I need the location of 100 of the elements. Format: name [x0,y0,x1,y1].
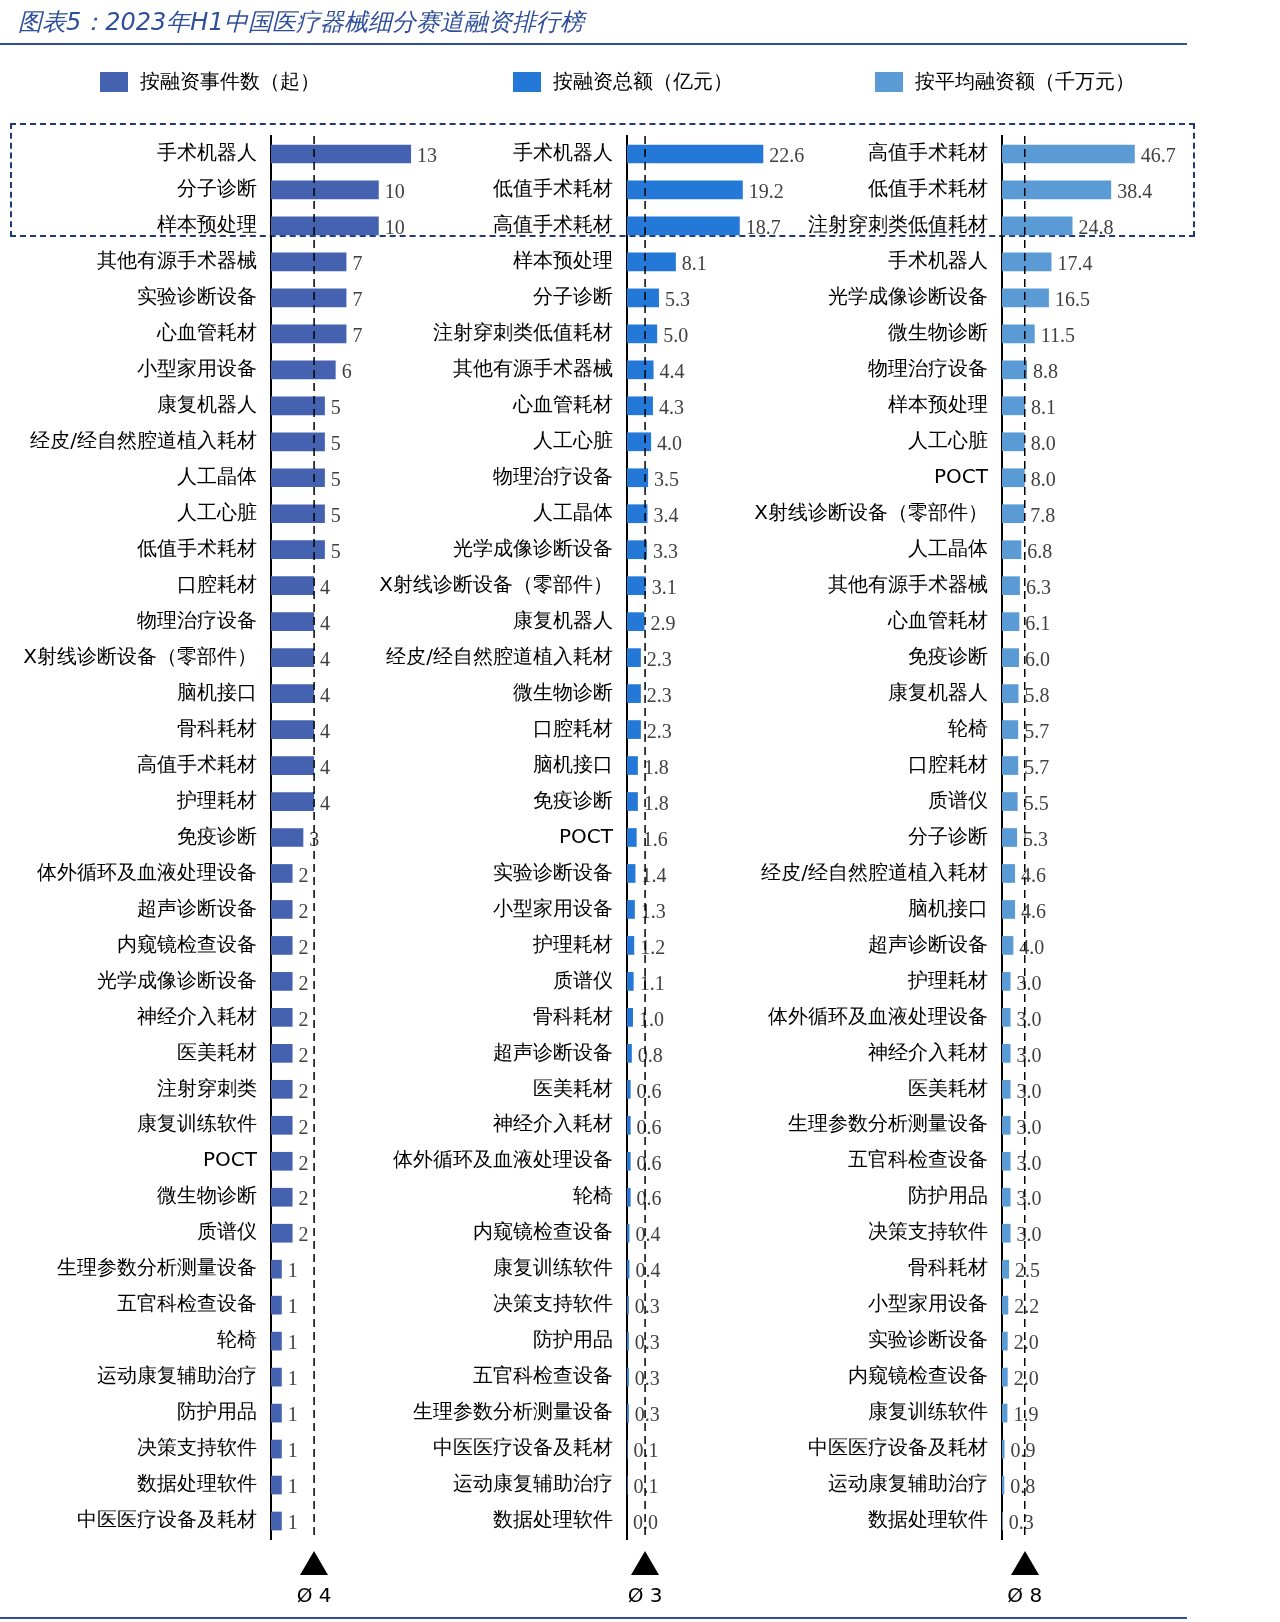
data-label: 7.8 [1030,503,1056,526]
y-tick-label: 运动康复辅助治疗 [453,1471,613,1496]
bar [627,216,740,236]
bar [271,720,315,739]
y-tick-label: 康复机器人 [157,392,257,417]
data-label: 2.5 [1015,1259,1041,1282]
y-tick-label: 心血管耗材 [512,392,613,417]
bar [627,396,653,416]
data-label: 5 [330,396,341,419]
bar [1002,684,1019,703]
y-tick-label: 质谱仪 [928,787,988,812]
y-tick-label: 骨科耗材 [177,715,257,740]
bar [627,972,634,991]
data-label: 11.5 [1040,324,1075,347]
data-label: 0.6 [636,1079,662,1102]
y-tick-label: 五官科检查设备 [473,1363,613,1388]
bar [627,1187,631,1207]
y-tick-label: 人工晶体 [908,535,988,560]
y-tick-label: 骨科耗材 [533,1003,613,1028]
bar [1002,864,1016,883]
bar [271,468,325,488]
data-label: 2.3 [646,719,672,742]
bar [627,1079,631,1099]
y-tick-label: 人工心脏 [533,427,613,452]
y-tick-label: 康复机器人 [513,607,613,632]
bar [271,1079,293,1099]
data-label: 1.8 [643,755,669,778]
y-tick-label: 医美耗材 [177,1039,257,1064]
y-tick-label: 运动康复辅助治疗 [97,1363,257,1388]
data-label: 6.3 [1025,575,1051,598]
y-tick-label: 神经介入耗材 [868,1039,988,1064]
bar [271,1295,282,1315]
bar [271,396,325,416]
data-label: 0.3 [634,1331,660,1354]
y-tick-label: 经皮/经自然腔道植入耗材 [761,859,988,884]
data-label: 4 [320,719,331,742]
y-tick-label: 微生物诊断 [888,320,988,345]
y-tick-label: 分子诊断 [177,176,257,201]
bar [627,324,658,344]
y-tick-label: 脑机接口 [533,751,613,776]
data-label: 1 [287,1295,298,1318]
bar [271,1259,282,1279]
y-tick-label: 防护用品 [533,1327,613,1352]
bar [1002,936,1014,955]
y-tick-label: 小型家用设备 [868,1291,988,1316]
y-tick-label: 高值手术耗材 [493,212,613,237]
bar [271,1043,293,1063]
y-tick-label: 康复训练软件 [137,1111,257,1136]
y-tick-label: 人工心脏 [177,499,257,524]
bar [271,324,347,344]
y-tick-label: 生理参数分析测量设备 [413,1399,613,1424]
data-label: 1.1 [639,971,665,994]
y-tick-label: 经皮/经自然腔道植入耗材 [30,427,257,452]
y-tick-label: X射线诊断设备（零部件） [379,571,613,596]
bar [1002,1008,1011,1027]
data-label: 2 [298,1007,309,1030]
y-tick-label: 口腔耗材 [908,751,988,776]
bar [271,900,293,919]
data-label: 4.0 [1019,935,1045,958]
data-label: 1 [287,1367,298,1390]
bar [627,504,648,524]
data-label: 0.6 [636,1115,662,1138]
y-tick-label: 脑机接口 [908,895,988,920]
data-label: 2 [298,1079,309,1102]
data-label: 10 [384,180,405,203]
y-tick-label: 神经介入耗材 [137,1003,257,1028]
y-tick-label: 五官科检查设备 [117,1291,257,1316]
bar [1002,216,1073,236]
data-label: 2.3 [646,647,672,670]
bar [627,612,645,632]
bar [271,216,379,236]
bar [1002,1223,1011,1243]
data-label: 7 [352,324,363,347]
y-tick-label: 免疫诊断 [177,823,257,848]
data-label: 0.6 [636,1187,662,1210]
y-tick-label: 注射穿刺类低值耗材 [433,320,613,345]
bar [1002,1367,1008,1387]
bar [1002,1259,1010,1279]
y-tick-label: 数据处理软件 [868,1507,988,1532]
bar [627,828,637,847]
y-tick-label: 注射穿刺类 [157,1075,257,1100]
y-tick-label: 五官科检查设备 [848,1147,988,1172]
bar [1002,1043,1011,1063]
y-tick-label: POCT [559,823,614,848]
y-tick-label: 小型家用设备 [493,895,613,920]
data-label: 5.8 [1024,683,1050,706]
data-label: 5 [330,503,341,526]
data-label: 2 [298,971,309,994]
data-label: 22.6 [769,144,805,167]
data-label: 1.6 [642,827,668,850]
data-label: 8.0 [1030,468,1056,491]
bar [627,864,636,883]
data-label: 2 [298,935,309,958]
bar [627,720,641,739]
data-label: 18.7 [745,216,781,239]
data-label: 4 [320,647,331,670]
data-label: 1 [287,1331,298,1354]
data-label: 3.3 [652,539,678,562]
legend-label: 按平均融资额（千万元） [915,68,1135,95]
bar [271,540,325,560]
